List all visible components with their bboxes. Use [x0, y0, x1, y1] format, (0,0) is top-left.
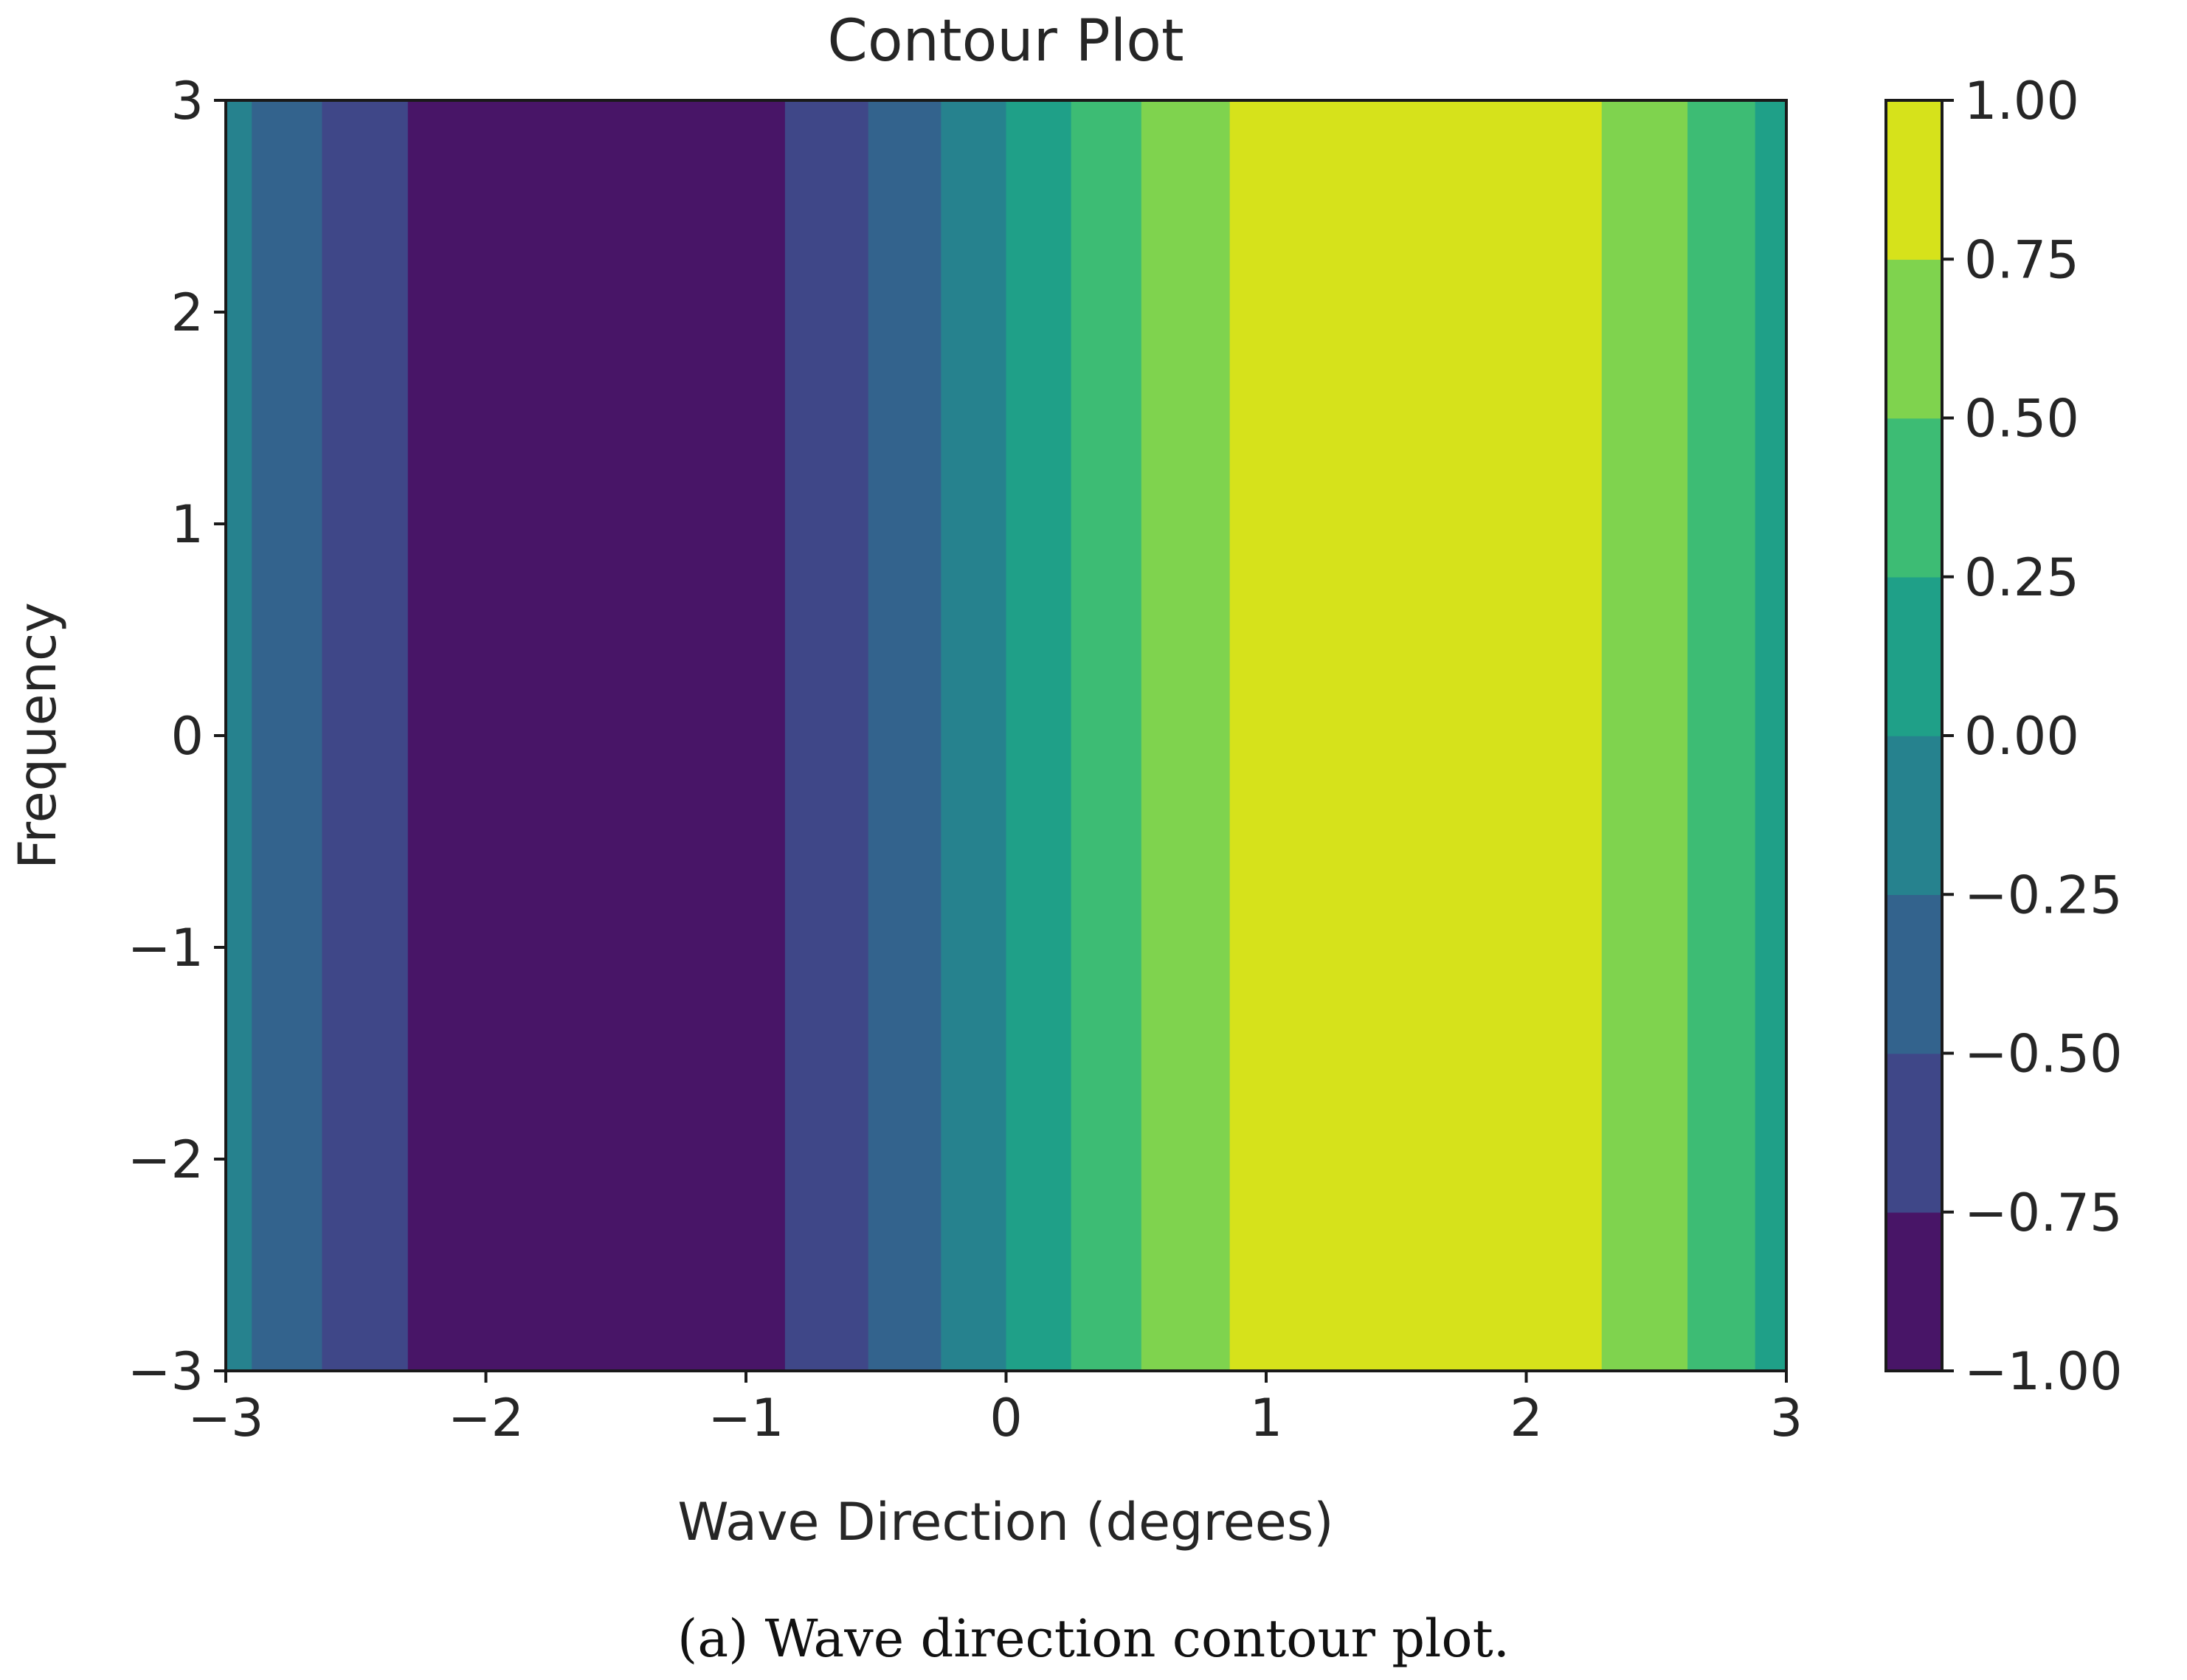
colorbar-tick-label: 0.00 [1964, 706, 2079, 767]
x-tick-label: 1 [1250, 1388, 1283, 1448]
contour-band-6 [941, 100, 1007, 1371]
y-tick-label: −2 [128, 1130, 204, 1190]
colorbar-segment-1 [1886, 1053, 1942, 1213]
colorbar-tick-label: 0.75 [1964, 229, 2079, 290]
contour-band-0 [226, 100, 253, 1371]
colorbar-ticks: −1.00 −0.75 −0.50 −0.25 0.00 0.25 0.50 0.75 1.00 [1942, 71, 2123, 1402]
x-tick-label: 0 [989, 1388, 1023, 1448]
x-axis: −3 −2 −1 0 1 2 3 [187, 1371, 1803, 1448]
colorbar-segment-3 [1886, 736, 1942, 896]
colorbar-segment-6 [1886, 259, 1942, 419]
contour-band-2 [322, 100, 409, 1371]
y-tick-label: 1 [170, 494, 204, 555]
contour-band-4 [784, 100, 869, 1371]
x-tick-label: 3 [1770, 1388, 1803, 1448]
x-tick-label: −3 [187, 1388, 263, 1448]
x-tick-label: −1 [708, 1388, 784, 1448]
x-tick-label: −2 [448, 1388, 524, 1448]
colorbar-tick-label: 0.50 [1964, 389, 2079, 449]
colorbar-tick-label: 1.00 [1964, 71, 2079, 131]
contour-band-3 [407, 100, 786, 1371]
contour-band-8 [1071, 100, 1142, 1371]
colorbar-segment-2 [1886, 894, 1942, 1054]
contour-bands [226, 100, 1787, 1371]
contour-band-11 [1601, 100, 1688, 1371]
y-tick-label: 3 [170, 71, 204, 131]
figure-caption: (a) Wave direction contour plot. [677, 1608, 1510, 1669]
y-tick-label: 0 [170, 706, 204, 767]
contour-band-5 [868, 100, 942, 1371]
colorbar-tick-label: −1.00 [1964, 1341, 2123, 1402]
colorbar-tick-label: −0.25 [1964, 865, 2123, 925]
contour-band-10 [1229, 100, 1603, 1371]
contour-band-9 [1141, 100, 1231, 1371]
contour-band-1 [252, 100, 323, 1371]
y-axis-label: Frequency [7, 602, 68, 869]
colorbar-tick-label: −0.50 [1964, 1024, 2123, 1085]
contour-band-7 [1006, 100, 1072, 1371]
colorbar-segment-5 [1886, 418, 1942, 578]
y-axis: −3 −2 −1 0 1 2 3 [128, 71, 226, 1402]
chart-title: Contour Plot [827, 8, 1184, 75]
colorbar-segment-4 [1886, 576, 1942, 736]
colorbar-tick-label: −0.75 [1964, 1183, 2123, 1243]
colorbar-tick-label: 0.25 [1964, 547, 2079, 608]
y-tick-label: 2 [170, 283, 204, 343]
contour-band-13 [1755, 100, 1787, 1371]
x-tick-label: 2 [1510, 1388, 1543, 1448]
colorbar-segment-7 [1886, 100, 1942, 260]
x-axis-label: Wave Direction (degrees) [677, 1492, 1333, 1552]
contour-band-12 [1687, 100, 1756, 1371]
y-tick-label: −3 [128, 1341, 204, 1402]
colorbar-segment-0 [1886, 1211, 1942, 1372]
colorbar [1886, 100, 1942, 1372]
y-tick-label: −1 [128, 918, 204, 978]
